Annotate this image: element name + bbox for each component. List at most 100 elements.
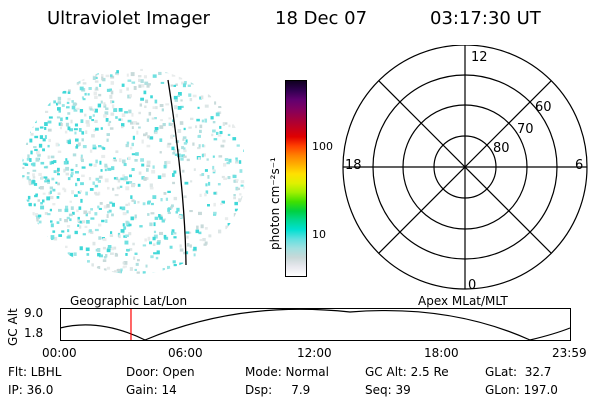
- emission-speck: [59, 271, 63, 274]
- emission-speck: [95, 177, 100, 181]
- x-tick-1200: 12:00: [297, 346, 332, 360]
- emission-speck: [32, 169, 37, 172]
- emission-speck: [225, 225, 229, 230]
- emission-speck: [63, 168, 66, 173]
- emission-speck: [212, 129, 216, 133]
- emission-speck: [82, 233, 86, 236]
- emission-speck: [52, 203, 56, 206]
- emission-speck: [90, 230, 94, 235]
- emission-speck: [34, 194, 38, 198]
- emission-speck: [47, 181, 51, 184]
- emission-speck: [155, 106, 158, 110]
- emission-speck: [204, 241, 208, 245]
- emission-speck: [115, 150, 119, 154]
- emission-speck: [200, 224, 204, 229]
- emission-speck: [244, 199, 246, 202]
- emission-speck: [43, 176, 48, 179]
- emission-speck: [122, 159, 126, 164]
- emission-speck: [23, 124, 27, 127]
- emission-speck: [232, 247, 235, 251]
- emission-speck: [238, 239, 242, 244]
- emission-speck: [49, 161, 52, 165]
- emission-speck: [224, 158, 229, 161]
- emission-speck: [101, 154, 106, 159]
- emission-speck: [24, 71, 27, 76]
- emission-speck: [199, 193, 202, 197]
- emission-speck: [70, 173, 73, 178]
- emission-speck: [45, 260, 49, 265]
- colorbar-tick-10: 10: [312, 228, 326, 241]
- emission-speck: [30, 105, 35, 109]
- emission-speck: [158, 71, 162, 76]
- emission-speck: [88, 106, 93, 110]
- emission-speck: [94, 73, 98, 77]
- emission-speck: [234, 180, 238, 183]
- emission-speck: [149, 241, 152, 245]
- emission-speck: [125, 203, 129, 207]
- emission-speck: [233, 196, 237, 200]
- emission-speck: [84, 113, 87, 117]
- emission-speck: [128, 202, 131, 206]
- emission-speck: [232, 124, 236, 128]
- emission-speck: [76, 178, 80, 182]
- emission-speck: [61, 276, 65, 278]
- emission-speck: [174, 99, 178, 102]
- emission-speck: [213, 202, 216, 207]
- emission-speck: [212, 271, 216, 274]
- emission-speck: [137, 259, 140, 262]
- emission-speck: [214, 74, 218, 77]
- emission-speck: [74, 123, 79, 127]
- emission-speck: [47, 179, 50, 182]
- emission-speck: [55, 253, 59, 256]
- emission-speck: [73, 108, 78, 112]
- emission-speck: [22, 155, 23, 159]
- emission-speck: [161, 108, 164, 112]
- emission-speck: [145, 132, 148, 136]
- emission-speck: [93, 273, 96, 274]
- emission-speck: [60, 261, 65, 266]
- emission-speck: [241, 85, 245, 89]
- emission-speck: [40, 202, 43, 205]
- emission-speck: [102, 259, 107, 263]
- emission-speck: [123, 226, 127, 230]
- emission-speck: [95, 270, 99, 273]
- emission-speck: [150, 95, 153, 99]
- emission-speck: [103, 102, 106, 106]
- emission-speck: [31, 226, 34, 230]
- emission-speck: [193, 168, 196, 171]
- emission-speck: [50, 220, 53, 223]
- emission-speck: [235, 105, 239, 109]
- emission-speck: [69, 218, 72, 222]
- emission-speck: [176, 207, 180, 212]
- emission-speck: [149, 183, 153, 188]
- emission-speck: [43, 246, 47, 250]
- emission-speck: [94, 191, 98, 195]
- emission-speck: [208, 181, 211, 186]
- emission-speck: [32, 179, 35, 184]
- emission-speck: [46, 249, 50, 252]
- emission-speck: [88, 177, 92, 181]
- emission-speck: [167, 265, 171, 270]
- emission-speck: [232, 137, 237, 141]
- emission-speck: [86, 68, 91, 73]
- emission-speck: [163, 164, 167, 169]
- emission-speck: [180, 157, 184, 161]
- emission-speckle: [22, 68, 246, 278]
- emission-speck: [32, 225, 37, 229]
- emission-speck: [147, 135, 150, 139]
- emission-speck: [68, 74, 72, 78]
- emission-speck: [70, 77, 74, 81]
- emission-speck: [137, 201, 140, 204]
- emission-speck: [69, 77, 73, 81]
- emission-speck: [152, 236, 156, 241]
- emission-speck: [153, 230, 157, 234]
- emission-speck: [149, 136, 154, 140]
- emission-speck: [201, 144, 205, 148]
- colorbar-unit-label: photon cm⁻²s⁻¹: [268, 157, 282, 250]
- emission-speck: [22, 118, 26, 123]
- emission-speck: [51, 275, 54, 277]
- emission-speck: [208, 234, 212, 238]
- emission-speck: [151, 202, 154, 206]
- emission-speck: [221, 175, 225, 179]
- emission-speck: [75, 145, 79, 149]
